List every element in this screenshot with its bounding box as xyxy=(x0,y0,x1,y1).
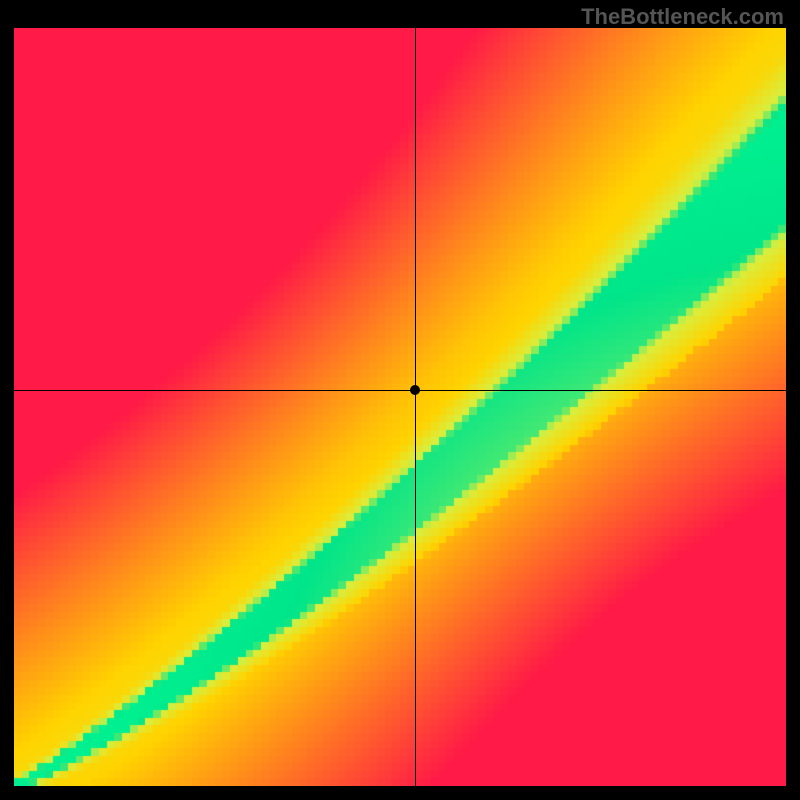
crosshair-horizontal xyxy=(14,390,786,391)
heatmap-canvas xyxy=(14,28,786,786)
crosshair-marker xyxy=(410,385,420,395)
plot-area xyxy=(14,28,786,786)
crosshair-vertical xyxy=(415,28,416,786)
chart-frame: TheBottleneck.com xyxy=(0,0,800,800)
watermark-text: TheBottleneck.com xyxy=(581,4,784,30)
